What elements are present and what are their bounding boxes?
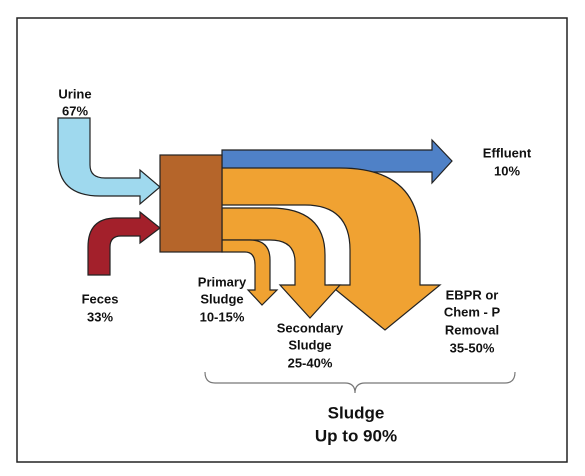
node-label: Sludge [200, 291, 243, 306]
summary-label: Sludge [328, 403, 385, 422]
treatment-box [159, 154, 223, 253]
node-label: Primary [198, 274, 247, 289]
node-value: 25-40% [288, 355, 333, 370]
summary-value: Up to 90% [315, 426, 397, 445]
brace [204, 371, 516, 394]
secondary-arrow [221, 207, 342, 319]
node-label: Removal [445, 322, 499, 337]
node-value: 33% [87, 309, 113, 324]
feces-arrow [87, 210, 161, 276]
node-label: Sludge [288, 337, 331, 352]
node-label: Feces [82, 291, 119, 306]
node-label: Secondary [277, 320, 344, 335]
node-label: EBPR or [446, 287, 499, 302]
node-value: 67% [62, 103, 88, 118]
node-value: 35-50% [450, 340, 495, 355]
node-label: Effluent [483, 145, 532, 160]
node-label: Chem - P [444, 304, 501, 319]
primary-arrow [221, 239, 279, 306]
node-label: Urine [58, 86, 91, 101]
ebpr-arrow [221, 167, 442, 331]
node-value: 10% [494, 163, 520, 178]
node-value: 10-15% [200, 309, 245, 324]
